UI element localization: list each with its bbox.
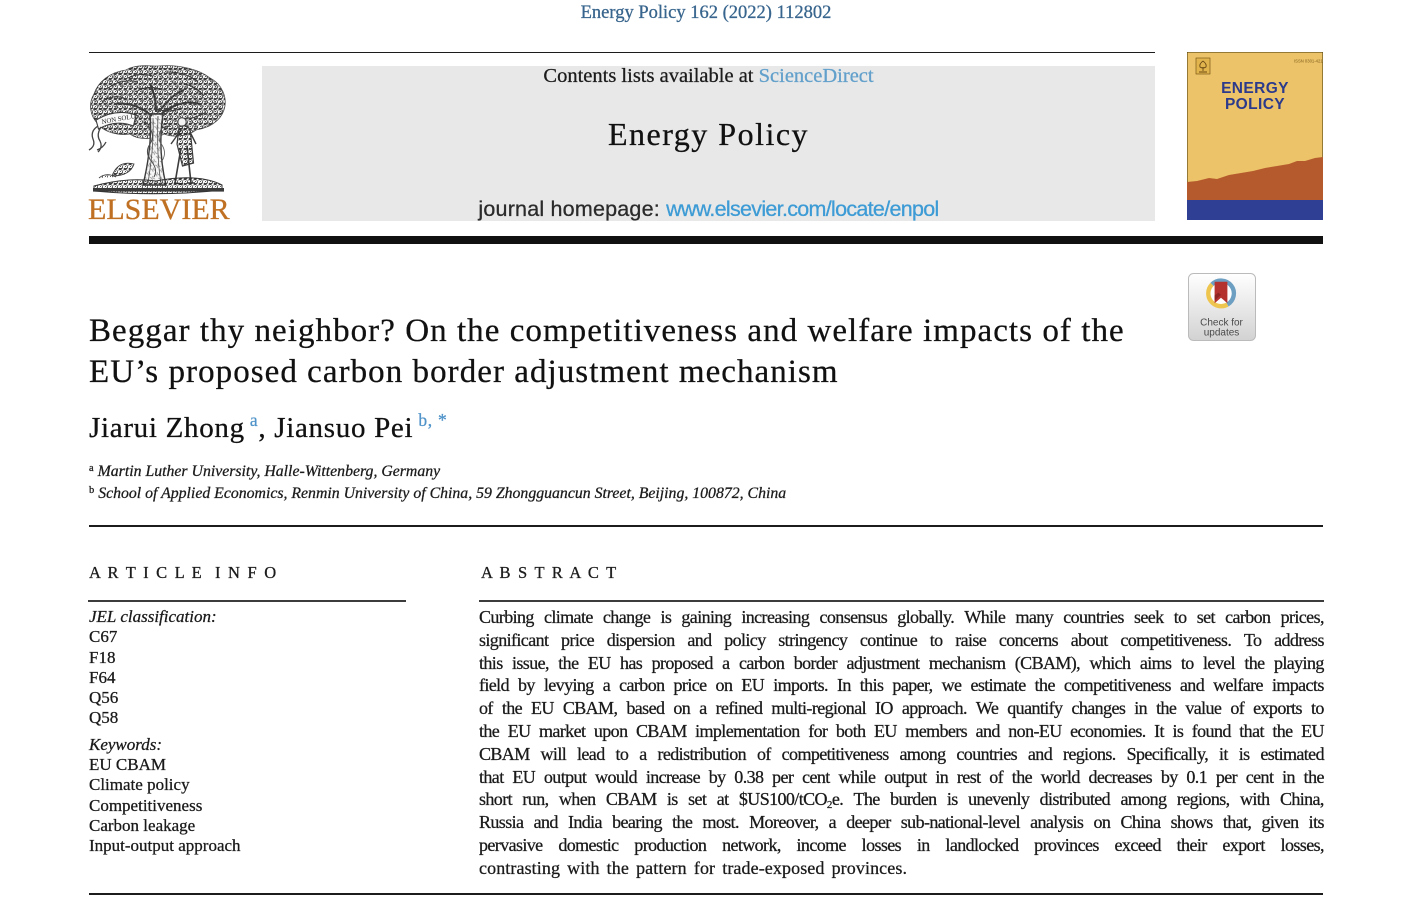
svg-text:ENERGY: ENERGY <box>1221 80 1289 97</box>
svg-text:Check for: Check for <box>1200 318 1243 329</box>
svg-text:updates: updates <box>1204 328 1240 339</box>
svg-text:POLICY: POLICY <box>1225 96 1285 113</box>
svg-text:ISSN 0301-4215: ISSN 0301-4215 <box>1294 59 1323 64</box>
